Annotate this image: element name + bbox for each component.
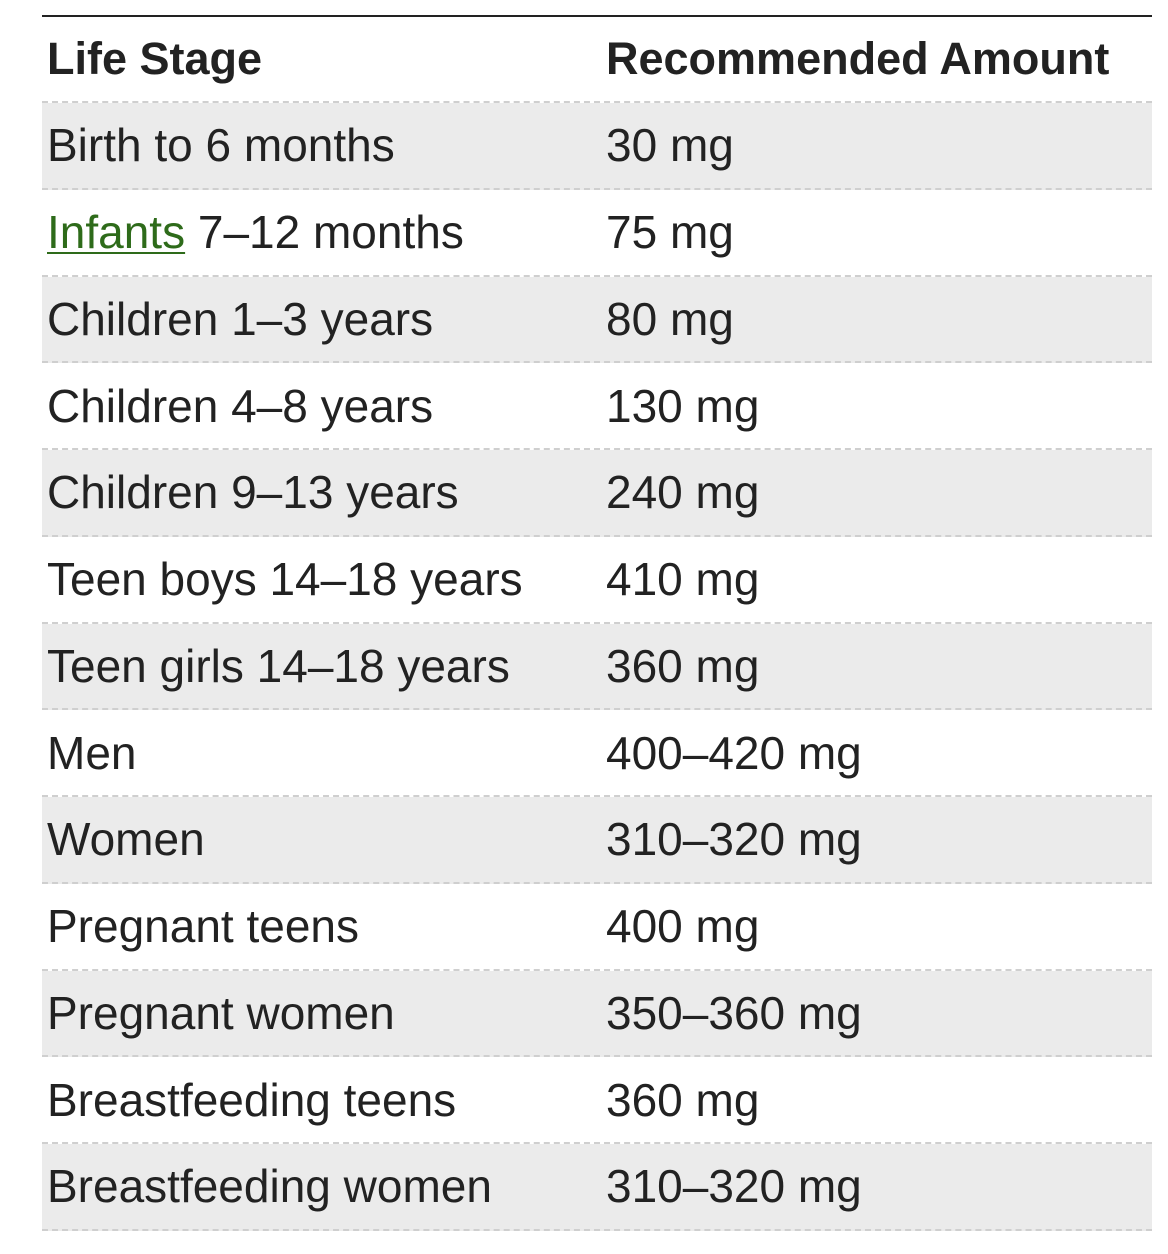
- life-stage-cell: Teen girls 14–18 years: [47, 639, 510, 692]
- amount-cell: 400 mg: [606, 900, 760, 953]
- amount-cell: 80 mg: [606, 292, 734, 345]
- amount-cell: 400–420 mg: [606, 726, 862, 779]
- life-stage-cell: Teen boys 14–18 years: [47, 553, 523, 606]
- life-stage-cell: Children 4–8 years: [47, 379, 434, 432]
- amount-cell: 360 mg: [606, 639, 760, 692]
- life-stage-cell: Pregnant women: [47, 986, 395, 1039]
- table-row: Women 310–320 mg: [42, 797, 1152, 884]
- table-row: Teen girls 14–18 years 360 mg: [42, 623, 1152, 711]
- table-row: Infants 7–12 months 75 mg: [42, 190, 1152, 277]
- life-stage-cell: Children 9–13 years: [47, 466, 459, 519]
- amount-cell: 310–320 mg: [606, 1160, 862, 1213]
- life-stage-cell: Breastfeeding women: [47, 1160, 492, 1213]
- table-row: Children 1–3 years 80 mg: [42, 276, 1152, 364]
- table-row: Birth to 6 months 30 mg: [42, 103, 1152, 190]
- table-row: Pregnant teens 400 mg: [42, 884, 1152, 971]
- life-stage-cell: Birth to 6 months: [47, 119, 395, 172]
- life-stage-cell: Pregnant teens: [47, 900, 360, 953]
- table: Life Stage Recommended Amount Birth to 6…: [42, 15, 1152, 1231]
- amount-cell: 130 mg: [606, 379, 760, 432]
- table-row: Breastfeeding teens 360 mg: [42, 1057, 1152, 1144]
- header-cell: Life Stage: [47, 33, 263, 84]
- header-row: Life Stage Recommended Amount: [42, 17, 1152, 103]
- amount-cell: 30 mg: [606, 119, 734, 172]
- amount-cell: 240 mg: [606, 466, 760, 519]
- life-stage-cell: Women: [47, 813, 205, 866]
- amount-cell: 360 mg: [606, 1073, 760, 1126]
- header-cell: Recommended Amount: [606, 33, 1110, 84]
- link[interactable]: Infants: [47, 206, 186, 259]
- amount-cell: 75 mg: [606, 206, 734, 259]
- table-row: Children 9–13 years 240 mg: [42, 450, 1152, 537]
- cell-text: 7–12 months: [197, 206, 464, 259]
- life-stage-cell: Children 1–3 years: [47, 292, 434, 345]
- life-stage-cell: Men: [47, 726, 137, 779]
- table-row: Pregnant women 350–360 mg: [42, 970, 1152, 1058]
- amount-cell: 310–320 mg: [606, 813, 862, 866]
- amount-cell: 410 mg: [606, 553, 760, 606]
- life-stage-cell: Breastfeeding teens: [47, 1073, 457, 1126]
- table-row: Teen boys 14–18 years 410 mg: [42, 537, 1152, 624]
- table-row: Breastfeeding women 310–320 mg: [42, 1144, 1152, 1231]
- table-row: Men 400–420 mg: [42, 710, 1152, 797]
- amount-cell: 350–360 mg: [606, 986, 862, 1039]
- table-row: Children 4–8 years 130 mg: [42, 363, 1152, 450]
- life-stage-cell: Infants 7–12 months: [42, 205, 606, 259]
